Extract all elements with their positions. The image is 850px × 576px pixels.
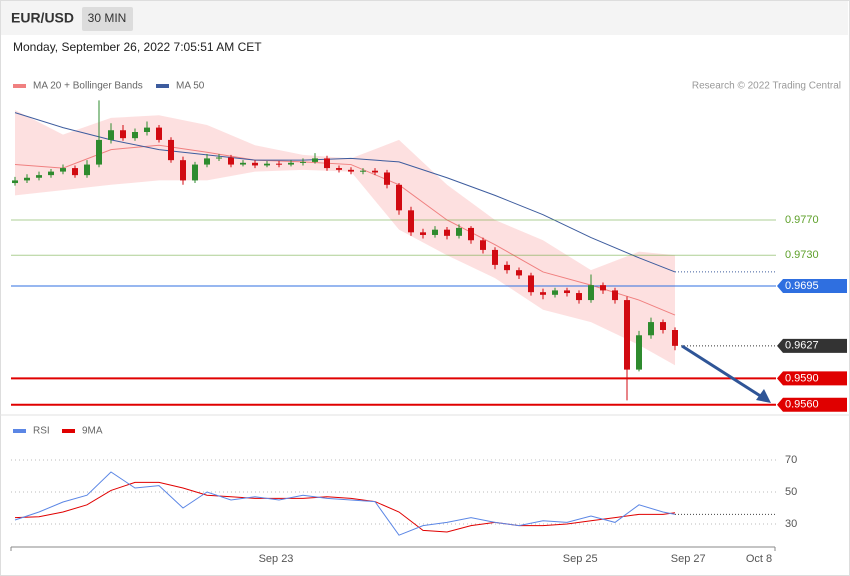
candle-body — [672, 330, 678, 346]
candle-body — [120, 130, 126, 139]
candle-body — [96, 139, 102, 165]
timestamp: Monday, September 26, 2022 7:05:51 AM CE… — [13, 40, 262, 54]
candle-body — [288, 162, 294, 165]
candle-body — [264, 163, 270, 166]
candle-body — [300, 161, 306, 163]
legend-label: MA 50 — [176, 81, 205, 92]
bollinger-band — [15, 110, 675, 366]
candle-body — [204, 158, 210, 165]
legend-label: 9MA — [82, 426, 103, 437]
candle-body — [420, 232, 426, 235]
candle-body — [564, 290, 570, 294]
candle-body — [180, 160, 186, 181]
candle-body — [72, 168, 78, 176]
candle-body — [336, 168, 342, 170]
candle-body — [516, 270, 522, 276]
level-label-box — [777, 397, 847, 412]
x-tick-label: Sep 25 — [563, 553, 598, 565]
symbol: EUR/USD — [11, 10, 74, 26]
x-tick-label: Oct 8 — [746, 553, 772, 565]
candle-body — [408, 210, 414, 233]
candle-body — [24, 177, 30, 181]
candle-body — [444, 229, 450, 236]
candle-body — [216, 157, 222, 159]
candle-body — [192, 164, 198, 181]
level-label-box — [777, 338, 847, 353]
candle-body — [108, 130, 114, 140]
legend-swatch — [13, 84, 26, 88]
candle-body — [132, 132, 138, 139]
level-label: 0.9770 — [785, 214, 819, 226]
candle-body — [348, 169, 354, 172]
level-label: 0.9695 — [785, 280, 819, 292]
candle-body — [612, 290, 618, 301]
level-label-box — [777, 279, 847, 293]
interval: 30 MIN — [88, 11, 127, 25]
legend-swatch — [13, 429, 26, 433]
candle-body — [276, 163, 282, 165]
candle-body — [60, 168, 66, 172]
candle-body — [576, 293, 582, 301]
candle-body — [84, 164, 90, 176]
arrow-shaft — [681, 344, 763, 399]
candle-body — [456, 227, 462, 236]
candle-body — [372, 170, 378, 173]
legend-label: MA 20 + Bollinger Bands — [33, 81, 143, 92]
candle-body — [528, 275, 534, 293]
candle-body — [396, 184, 402, 211]
legend-swatch — [62, 429, 75, 433]
candle-body — [504, 264, 510, 271]
x-tick-label: Sep 23 — [259, 553, 294, 565]
candle-body — [540, 292, 546, 295]
level-label: 0.9730 — [785, 249, 819, 261]
candle-body — [360, 170, 366, 172]
candle-body — [168, 139, 174, 161]
candle-body — [432, 229, 438, 235]
candle-body — [384, 172, 390, 185]
moving-average — [14, 112, 676, 273]
legend-label: RSI — [33, 426, 50, 437]
source: Research © 2022 Trading Central — [692, 81, 841, 92]
y-tick-label: 30 — [785, 518, 797, 530]
projection-arrow — [681, 344, 771, 403]
candle-body — [636, 335, 642, 370]
candle-body — [252, 162, 258, 166]
indicator-line — [14, 471, 676, 536]
interval-badge — [82, 7, 133, 31]
arrow-head — [756, 389, 771, 403]
candle-body — [156, 127, 162, 140]
candle-body — [648, 322, 654, 336]
candle-body — [480, 240, 486, 250]
candle-body — [600, 285, 606, 291]
legend-swatch — [156, 84, 169, 88]
candle-body — [312, 158, 318, 162]
candle-body — [144, 127, 150, 132]
candle-body — [624, 300, 630, 370]
indicator-line — [14, 481, 676, 533]
candle-body — [588, 285, 594, 301]
candle-body — [36, 175, 42, 178]
y-tick-label: 70 — [785, 454, 797, 466]
candle-body — [492, 249, 498, 265]
candle-body — [324, 158, 330, 169]
candle-body — [468, 227, 474, 241]
candle-body — [48, 171, 54, 176]
candle-body — [228, 157, 234, 165]
moving-average — [14, 144, 676, 316]
y-tick-label: 50 — [785, 486, 797, 498]
candle-body — [552, 290, 558, 295]
level-label-box — [777, 371, 847, 386]
level-label: 0.9590 — [785, 372, 819, 384]
candle-body — [660, 322, 666, 330]
candle-body — [240, 162, 246, 165]
candle-body — [12, 180, 18, 184]
level-label: 0.9627 — [785, 340, 819, 352]
level-label: 0.9560 — [785, 399, 819, 411]
x-tick-label: Sep 27 — [671, 553, 706, 565]
header-bar — [0, 0, 848, 35]
